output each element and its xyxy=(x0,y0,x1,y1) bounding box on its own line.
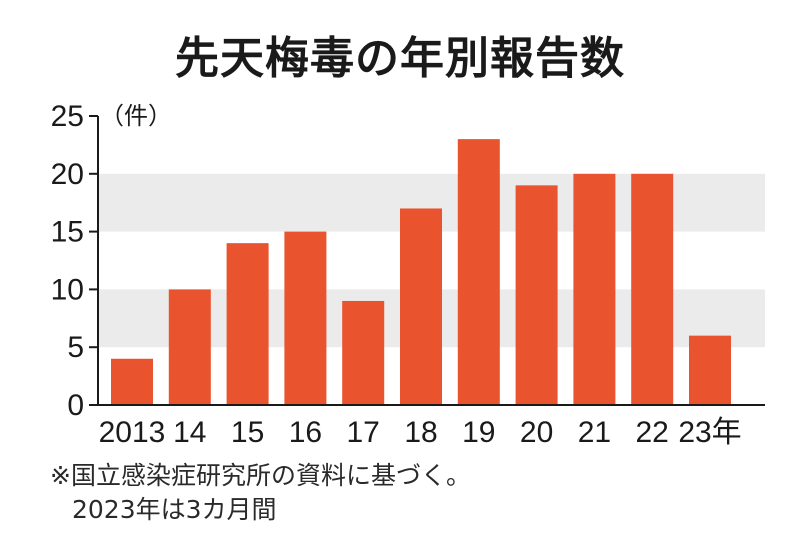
bar-17 xyxy=(342,300,385,405)
bar-21 xyxy=(573,173,616,405)
period-note: 2023年は3カ月間 xyxy=(72,495,277,524)
x-tick-label: 21 xyxy=(578,416,611,449)
bar-15 xyxy=(226,243,269,405)
x-tick-label: 18 xyxy=(404,416,437,449)
y-unit-label: （件） xyxy=(100,102,172,130)
bar-22 xyxy=(631,173,674,405)
bar-2013 xyxy=(111,358,153,405)
x-tick-label: 19 xyxy=(462,416,495,449)
x-tick-label: 20 xyxy=(520,416,553,449)
y-tick-label: 0 xyxy=(67,389,84,422)
x-tick-label: 15 xyxy=(231,416,264,449)
bar-23年 xyxy=(689,335,731,405)
bar-series xyxy=(111,139,731,405)
y-tick-label: 20 xyxy=(51,158,84,191)
bar-19 xyxy=(457,139,500,405)
x-tick-label: 14 xyxy=(173,416,206,449)
bar-14 xyxy=(168,289,211,405)
bar-20 xyxy=(515,185,558,405)
x-tick-label: 2013 xyxy=(99,416,166,449)
x-tick-labels: 2013 14 15 16 17 18 19 20 21 22 23年 xyxy=(99,416,742,449)
x-tick-label: 17 xyxy=(347,416,380,449)
bar-16 xyxy=(284,231,327,405)
y-tick-label: 5 xyxy=(67,331,84,364)
source-note: ※国立感染症研究所の資料に基づく。 xyxy=(50,461,471,490)
y-tick-label: 25 xyxy=(51,100,84,133)
y-tick-labels: 0 5 10 15 20 25 xyxy=(51,100,84,422)
chart-title: 先天梅毒の年別報告数 xyxy=(175,33,625,84)
axes xyxy=(89,115,765,406)
x-tick-label: 23年 xyxy=(678,416,741,449)
y-tick-label: 10 xyxy=(51,273,84,306)
x-tick-label: 16 xyxy=(289,416,322,449)
bar-18 xyxy=(400,208,442,405)
x-tick-label: 22 xyxy=(636,416,669,449)
y-tick-label: 15 xyxy=(51,216,84,249)
